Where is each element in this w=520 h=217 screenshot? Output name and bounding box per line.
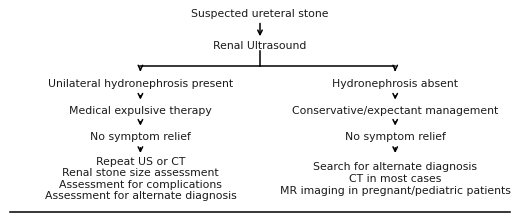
Text: Unilateral hydronephrosis present: Unilateral hydronephrosis present [48,79,233,89]
Text: Medical expulsive therapy: Medical expulsive therapy [69,106,212,116]
Text: Suspected ureteral stone: Suspected ureteral stone [191,9,329,19]
Text: Repeat US or CT
Renal stone size assessment
Assessment for complications
Assessm: Repeat US or CT Renal stone size assessm… [45,157,236,201]
Text: Conservative/expectant management: Conservative/expectant management [292,106,498,116]
Text: Search for alternate diagnosis
CT in most cases
MR imaging in pregnant/pediatric: Search for alternate diagnosis CT in mos… [280,163,511,196]
Text: No symptom relief: No symptom relief [345,132,446,142]
Text: Hydronephrosis absent: Hydronephrosis absent [332,79,458,89]
Text: Renal Ultrasound: Renal Ultrasound [213,41,307,51]
Text: No symptom relief: No symptom relief [90,132,191,142]
